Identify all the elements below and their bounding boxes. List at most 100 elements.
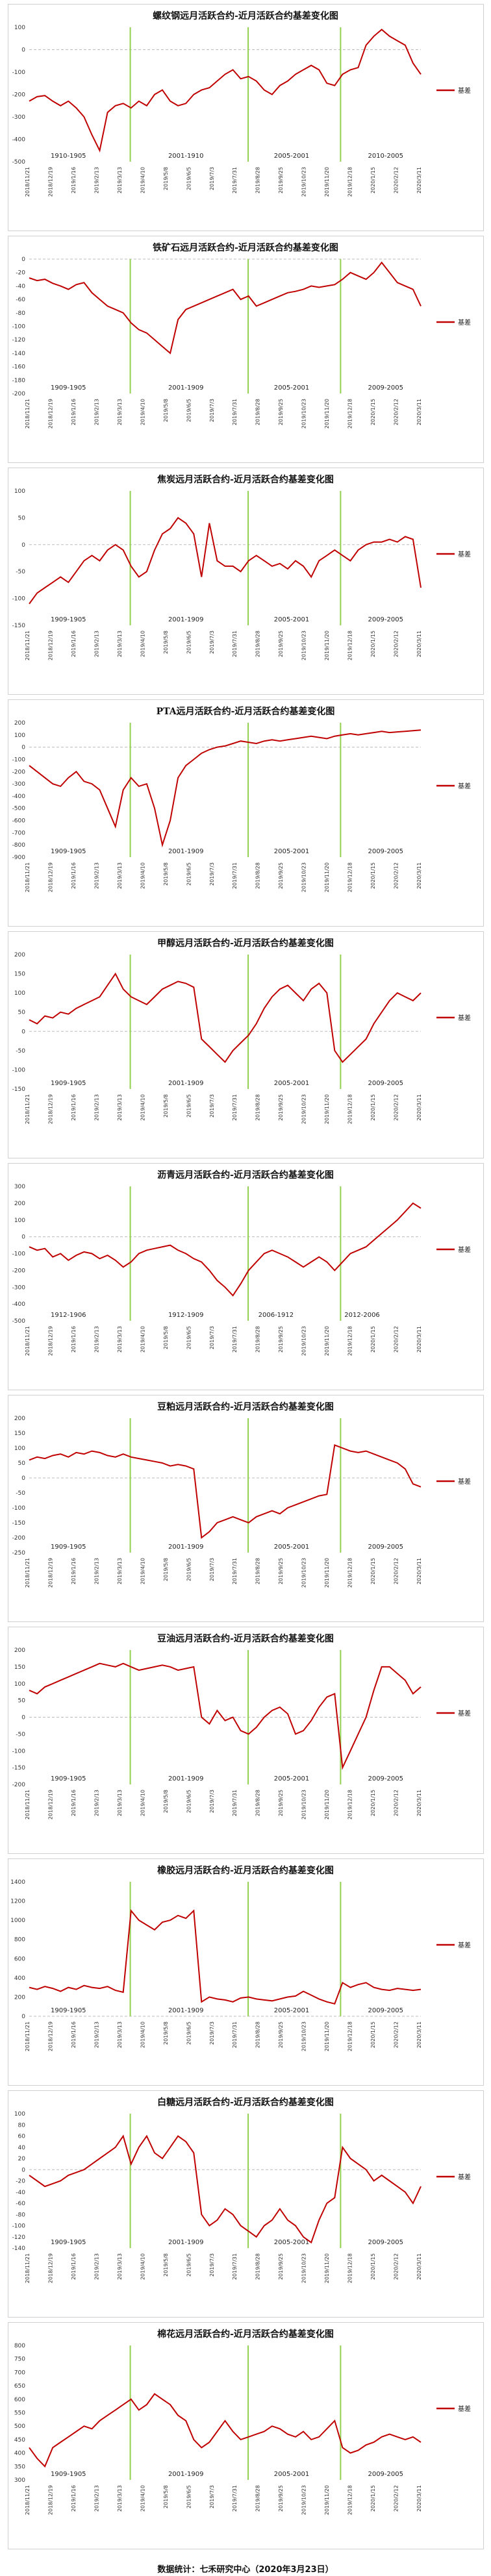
legend-label: 基差	[458, 2173, 471, 2181]
chart-title: 螺纹钢远月活跃合约-近月活跃合约基差变化图	[153, 11, 338, 21]
period-label: 2012-2006	[344, 1312, 380, 1319]
x-tick-label: 2019/3/13	[117, 631, 123, 657]
chart-title: 白糖远月活跃合约-近月活跃合约基差变化图	[157, 2097, 334, 2108]
chart-plot: 100 0 -100 -200 -300 -400 -500 1910-1905 2001-19…	[12, 25, 471, 197]
chart-border	[8, 1627, 484, 1854]
legend-label: 基差	[458, 1941, 471, 1949]
x-tick-label: 2018/11/21	[25, 399, 31, 429]
x-tick-label: 2019/4/10	[140, 2253, 145, 2280]
y-tick-label: 50	[18, 1698, 26, 1705]
x-tick-label: 2019/9/25	[278, 862, 284, 889]
x-tick-label: 2019/3/13	[117, 862, 123, 889]
y-tick-label: 50	[18, 1460, 26, 1467]
x-tick-label: 2019/3/13	[117, 167, 123, 194]
y-tick-label: 350	[14, 2464, 25, 2470]
x-tick-label: 2019/6/5	[186, 1558, 192, 1581]
legend-label: 基差	[458, 86, 471, 95]
x-tick-label: 2019/7/3	[209, 862, 215, 886]
x-tick-label: 2019/7/3	[209, 631, 215, 654]
x-tick-label: 2019/7/31	[232, 2253, 238, 2280]
y-tick-label: 0	[21, 256, 25, 263]
period-label: 2009-2005	[368, 2007, 403, 2014]
x-tick-label: 2019/11/20	[324, 167, 330, 197]
chart-panel: 螺纹钢远月活跃合约-近月活跃合约基差变化图 100 0 -100 -200 -300 -40…	[0, 3, 491, 233]
y-tick-label: -500	[12, 1318, 26, 1325]
y-tick-label: -100	[12, 596, 26, 603]
x-tick-label: 2019/1/16	[71, 1326, 77, 1353]
x-tick-label: 2018/11/21	[25, 167, 31, 197]
y-tick-label: -60	[16, 2201, 25, 2207]
y-tick-label: -600	[12, 818, 26, 825]
x-tick-label: 2019/12/18	[347, 862, 353, 892]
x-tick-label: 2019/12/18	[347, 631, 353, 660]
chart-plot: 200 100 0 -100 -200 -300 -400 -500 -600 -700 -800 -…	[12, 720, 471, 892]
chart-border	[8, 4, 484, 231]
period-label: 2005-2001	[274, 2239, 310, 2246]
x-tick-label: 2019/1/16	[71, 167, 77, 194]
period-label: 2005-2001	[274, 616, 310, 623]
y-tick-label: -150	[12, 623, 26, 629]
period-label: 2010-2005	[368, 153, 403, 160]
x-tick-label: 2019/1/16	[71, 399, 77, 425]
period-label: 1912-1909	[168, 1312, 204, 1319]
period-label: 2009-2005	[368, 384, 403, 392]
period-label: 1912-1906	[51, 1312, 86, 1319]
y-tick-label: -300	[12, 114, 26, 121]
series-line-basis	[29, 729, 422, 848]
x-tick-label: 2019/2/13	[94, 1326, 99, 1353]
chart-panel: 铁矿石远月活跃合约-近月活跃合约基差变化图 0 -20 -40 -60 -80 -100 -1…	[0, 234, 491, 465]
x-tick-label: 2020/2/12	[394, 2253, 399, 2280]
series-line-basis	[29, 1444, 422, 1539]
x-tick-label: 2020/3/11	[416, 167, 422, 194]
x-tick-label: 2019/9/25	[278, 167, 284, 194]
chart-border	[8, 931, 484, 1158]
x-tick-label: 2019/8/28	[255, 631, 261, 657]
y-tick-label: 400	[14, 2451, 25, 2457]
x-tick-label: 2019/2/13	[94, 399, 99, 425]
y-tick-label: -300	[12, 1284, 26, 1291]
x-tick-label: 2019/10/23	[301, 2021, 307, 2051]
x-tick-label: 2019/10/23	[301, 1094, 307, 1124]
period-label: 2001-1909	[168, 2007, 204, 2014]
x-tick-label: 2019/1/16	[71, 1558, 77, 1584]
x-tick-label: 2019/5/8	[163, 1326, 169, 1349]
x-tick-label: 2018/12/19	[47, 631, 53, 660]
x-tick-label: 2019/7/3	[209, 2021, 215, 2045]
y-tick-label: 100	[14, 488, 25, 495]
y-tick-label: 1000	[10, 1918, 25, 1924]
period-label: 2009-2005	[368, 2239, 403, 2246]
period-label: 2009-2005	[368, 1544, 403, 1551]
period-label: 2005-2001	[274, 1775, 310, 1782]
x-tick-label: 2019/9/25	[278, 1326, 284, 1353]
x-tick-label: 2020/1/15	[370, 1558, 376, 1584]
x-tick-label: 2019/6/5	[186, 399, 192, 422]
y-tick-label: -150	[12, 1520, 26, 1527]
x-tick-label: 2020/2/12	[394, 862, 399, 889]
x-tick-label: 2019/8/28	[255, 1558, 261, 1584]
legend-label: 基差	[458, 1477, 471, 1486]
x-tick-label: 2020/1/15	[370, 1326, 376, 1353]
chart-title: 豆粕远月活跃合约-近月活跃合约基差变化图	[157, 1402, 334, 1412]
x-tick-label: 2020/3/11	[416, 2021, 422, 2048]
x-tick-label: 2019/12/18	[347, 2485, 353, 2515]
x-tick-label: 2019/9/25	[278, 1094, 284, 1121]
y-tick-label: -60	[16, 297, 25, 303]
x-tick-label: 2019/6/5	[186, 631, 192, 654]
x-tick-label: 2019/7/31	[232, 167, 238, 194]
x-tick-label: 2019/6/5	[186, 167, 192, 190]
x-tick-label: 2020/2/12	[394, 631, 399, 657]
x-tick-label: 2019/3/13	[117, 1558, 123, 1584]
x-tick-label: 2019/8/28	[255, 167, 261, 194]
y-tick-label: 0	[21, 2167, 25, 2173]
chart-title: PTA远月活跃合约-近月活跃合约基差变化图	[156, 707, 335, 717]
y-tick-label: 150	[14, 1431, 25, 1437]
x-tick-label: 2019/7/3	[209, 1326, 215, 1349]
period-label: 2005-2001	[274, 1080, 310, 1087]
x-tick-label: 2019/1/16	[71, 2485, 77, 2512]
x-tick-label: 2018/11/21	[25, 2253, 31, 2283]
y-tick-label: 100	[14, 1218, 25, 1224]
x-tick-label: 2019/11/20	[324, 1558, 330, 1588]
chart-title: 豆油远月活跃合约-近月活跃合约基差变化图	[157, 1634, 334, 1644]
period-label: 2001-1909	[168, 1544, 204, 1551]
chart-title: 橡胶远月活跃合约-近月活跃合约基差变化图	[157, 1866, 334, 1876]
